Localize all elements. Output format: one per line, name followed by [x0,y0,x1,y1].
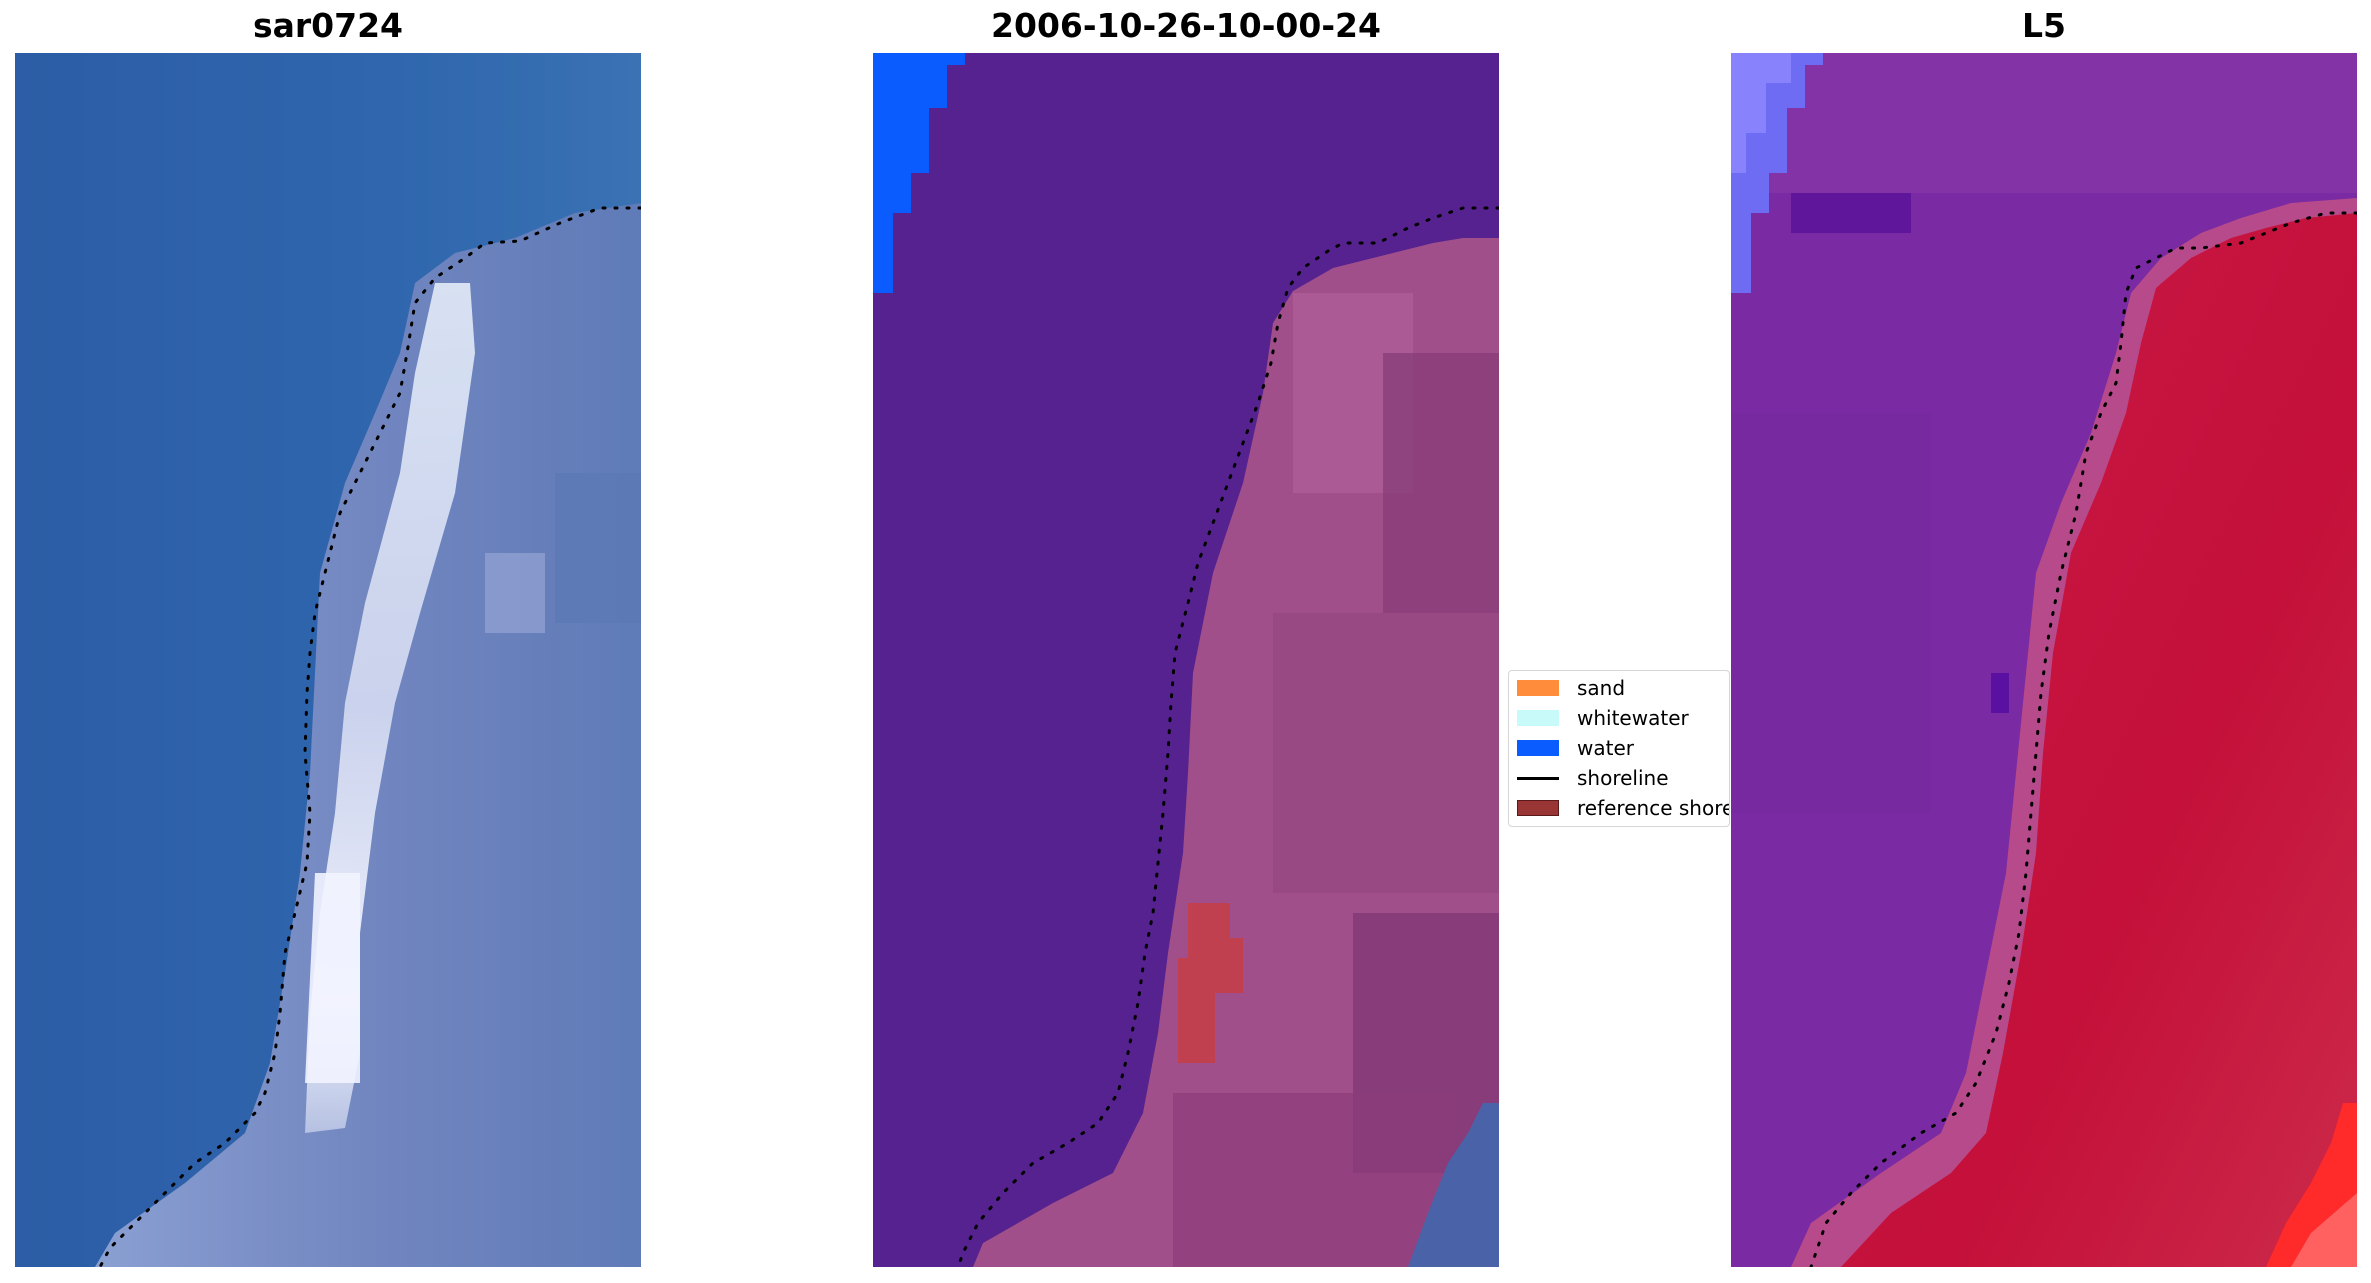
classified-image [873,53,1499,1267]
panel-title-index: L5 [2022,6,2066,45]
rgb-image [15,53,641,1267]
shoreline-line-swatch [1517,777,1559,780]
legend-label: shoreline [1577,766,1669,790]
shoreline-index [1809,211,2357,1267]
water-swatch [1517,740,1559,756]
rgb-image-panel [15,53,641,1267]
panel-title-classified: 2006-10-26-10-00-24 [991,6,1381,45]
legend-label: water [1577,736,1634,760]
index-image [1731,53,2357,1267]
shoreline-classified [956,206,1499,1267]
legend-label: reference shoreline [1577,796,1729,820]
shoreline-rgb [98,206,641,1267]
whitewater-swatch [1517,710,1559,726]
reference-shoreline-swatch [1517,800,1559,816]
legend-label: whitewater [1577,706,1689,730]
panel-title-rgb: sar0724 [252,6,404,45]
legend: sand whitewater water shoreline referenc… [1508,670,1730,827]
sand-swatch [1517,680,1559,696]
legend-label: sand [1577,676,1626,700]
classified-image-panel [873,53,1499,1267]
index-image-panel [1731,53,2357,1267]
